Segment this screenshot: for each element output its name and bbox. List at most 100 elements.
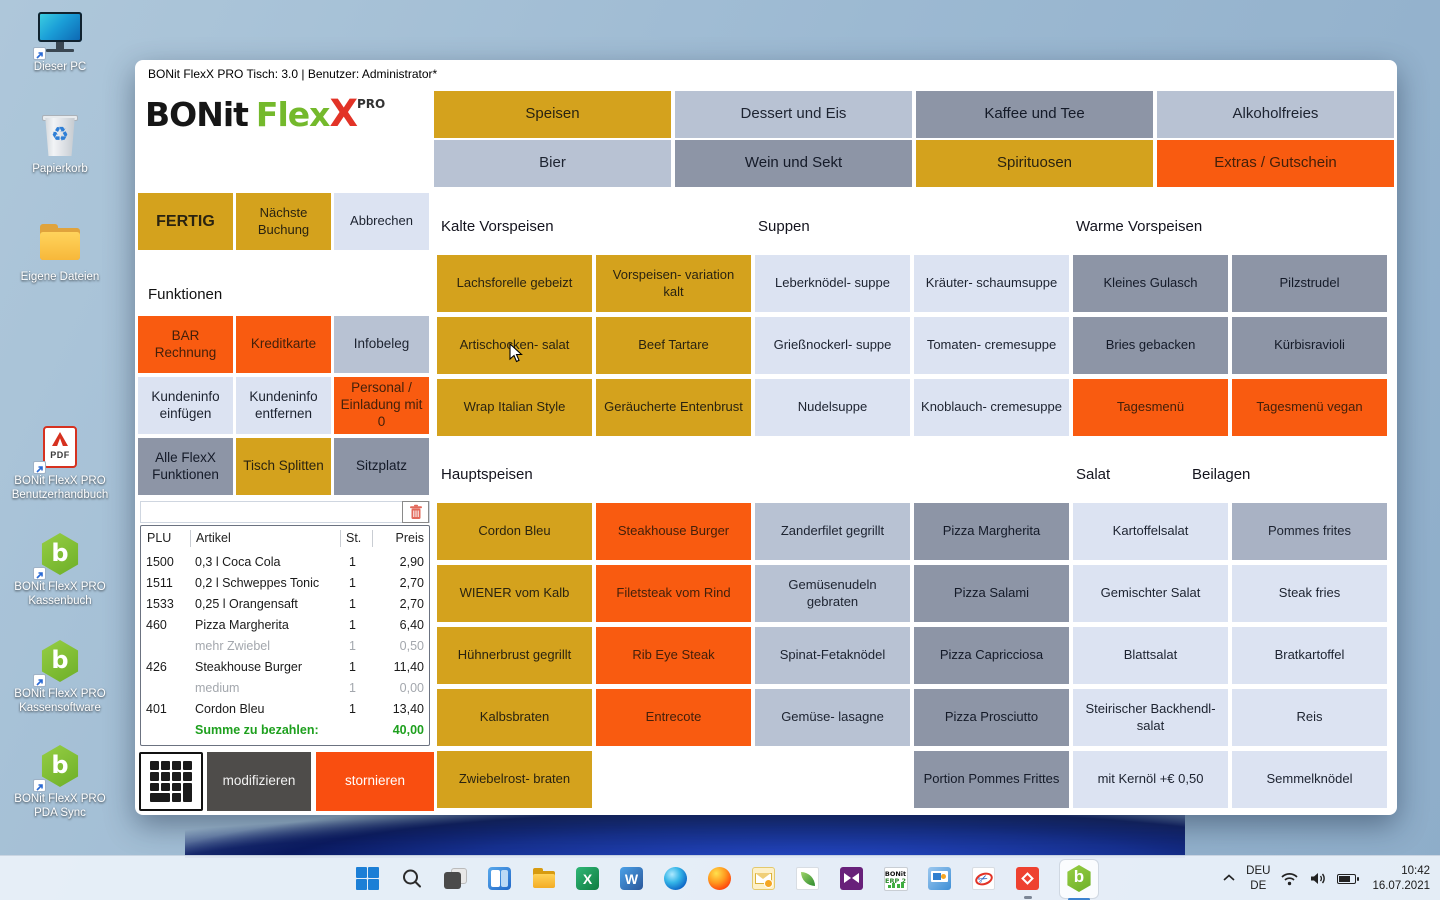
menu-item-button[interactable]: Kürbisravioli — [1232, 317, 1387, 374]
menu-item-button[interactable]: Tomaten- cremesuppe — [914, 317, 1069, 374]
menu-item-button[interactable]: WIENER vom Kalb — [437, 565, 592, 622]
menu-item-button[interactable]: Filetsteak vom Rind — [596, 565, 751, 622]
desktop-icon-kassenbuch[interactable]: b BONit FlexX PRO Kassenbuch — [5, 530, 115, 608]
firefox-button[interactable] — [707, 866, 732, 891]
menu-item-button[interactable]: Gemüsenudeln gebraten — [755, 565, 910, 622]
menu-item-button[interactable]: Wrap Italian Style — [437, 379, 592, 436]
menu-item-button[interactable]: Pommes frites — [1232, 503, 1387, 560]
menu-item-button[interactable]: Tagesmenü — [1073, 379, 1228, 436]
order-input-bar[interactable] — [140, 501, 430, 523]
display-settings-button[interactable] — [927, 866, 952, 891]
kundeninfo-einfuegen-button[interactable]: Kundeninfo einfügen — [138, 377, 233, 434]
outlook-button[interactable] — [751, 866, 776, 891]
infobeleg-button[interactable]: Infobeleg — [334, 316, 429, 373]
order-row[interactable]: 460 Pizza Margherita 1 6,40 — [146, 617, 424, 632]
task-view-button[interactable] — [443, 866, 468, 891]
menu-item-button[interactable]: Portion Pommes Frittes — [914, 751, 1069, 808]
menu-item-button[interactable]: Kleines Gulasch — [1073, 255, 1228, 312]
menu-item-button[interactable]: Grießnockerl- suppe — [755, 317, 910, 374]
menu-item-button[interactable]: Hühnerbrust gegrillt — [437, 627, 592, 684]
menu-item-button[interactable]: Pizza Salami — [914, 565, 1069, 622]
alle-flexx-funktionen-button[interactable]: Alle FlexX Funktionen — [138, 438, 233, 495]
menu-item-button[interactable]: Lachsforelle gebeizt — [437, 255, 592, 312]
desktop-icon-papierkorb[interactable]: ♻ Papierkorb — [5, 112, 115, 177]
menu-item-button[interactable]: Pizza Margherita — [914, 503, 1069, 560]
tab-extras-gutschein[interactable]: Extras / Gutschein — [1157, 140, 1394, 187]
volume-icon[interactable] — [1309, 871, 1327, 886]
language-indicator[interactable]: DEU DE — [1246, 865, 1271, 892]
menu-item-button[interactable]: Rib Eye Steak — [596, 627, 751, 684]
editor-button[interactable] — [795, 866, 820, 891]
menu-item-button[interactable]: Beef Tartare — [596, 317, 751, 374]
order-row[interactable]: 401 Cordon Bleu 1 13,40 — [146, 701, 424, 716]
menu-item-button[interactable]: Reis — [1232, 689, 1387, 746]
tab-spirituosen[interactable]: Spirituosen — [916, 140, 1153, 187]
bonit-erp-button[interactable]: BONit ERP 2 — [883, 866, 908, 891]
file-explorer-button[interactable] — [531, 866, 556, 891]
widgets-button[interactable] — [487, 866, 512, 891]
wifi-icon[interactable] — [1280, 871, 1299, 886]
bonit-flexx-taskbar-button[interactable]: b — [1059, 858, 1099, 900]
menu-item-button[interactable]: Tagesmenü vegan — [1232, 379, 1387, 436]
order-row-modifier[interactable]: mehr Zwiebel 1 0,50 — [195, 638, 424, 653]
tab-kaffee-und-tee[interactable]: Kaffee und Tee — [916, 91, 1153, 138]
menu-item-button[interactable]: Steak fries — [1232, 565, 1387, 622]
menu-item-button[interactable]: Zwiebelrost- braten — [437, 751, 592, 808]
sitzplatz-button[interactable]: Sitzplatz — [334, 438, 429, 495]
tab-wein-und-sekt[interactable]: Wein und Sekt — [675, 140, 912, 187]
kreditkarte-button[interactable]: Kreditkarte — [236, 316, 331, 373]
menu-item-button[interactable]: Bries gebacken — [1073, 317, 1228, 374]
desktop-icon-benutzerhandbuch[interactable]: PDF BONit FlexX PRO Benutzerhandbuch — [5, 424, 115, 502]
menu-item-button[interactable]: Steakhouse Burger — [596, 503, 751, 560]
menu-item-button[interactable]: Spinat-Fetaknödel — [755, 627, 910, 684]
clock[interactable]: 10:42 16.07.2021 — [1372, 864, 1430, 894]
menu-item-button[interactable]: Kartoffelsalat — [1073, 503, 1228, 560]
desktop-icon-kassensoftware[interactable]: b BONit FlexX PRO Kassensoftware — [5, 637, 115, 715]
menu-item-button[interactable]: Gemischter Salat — [1073, 565, 1228, 622]
tab-speisen[interactable]: Speisen — [434, 91, 671, 138]
tab-dessert-und-eis[interactable]: Dessert und Eis — [675, 91, 912, 138]
menu-item-button[interactable]: Semmelknödel — [1232, 751, 1387, 808]
desktop-icon-pda-sync[interactable]: b BONit FlexX PRO PDA Sync — [5, 742, 115, 820]
menu-item-button[interactable]: mit Kernöl +€ 0,50 — [1073, 751, 1228, 808]
order-row[interactable]: 426 Steakhouse Burger 1 11,40 — [146, 659, 424, 674]
menu-item-button[interactable]: Artischocken- salat — [437, 317, 592, 374]
menu-item-button[interactable]: Knoblauch- cremesuppe — [914, 379, 1069, 436]
modifizieren-button[interactable]: modifizieren — [207, 752, 311, 811]
tab-bier[interactable]: Bier — [434, 140, 671, 187]
keypad-button[interactable] — [139, 752, 203, 811]
battery-icon[interactable] — [1337, 873, 1360, 884]
kundeninfo-entfernen-button[interactable]: Kundeninfo entfernen — [236, 377, 331, 434]
naechste-buchung-button[interactable]: Nächste Buchung — [236, 193, 331, 250]
menu-item-button[interactable]: Pizza Capricciosa — [914, 627, 1069, 684]
tray-expand-button[interactable] — [1222, 871, 1236, 886]
delete-item-button[interactable] — [402, 501, 429, 523]
menu-item-button[interactable]: Geräucherte Entenbrust — [596, 379, 751, 436]
edge-button[interactable] — [663, 866, 688, 891]
order-row[interactable]: 1511 0,2 l Schweppes Tonic 1 2,70 — [146, 575, 424, 590]
order-row[interactable]: 1533 0,25 l Orangensaft 1 2,70 — [146, 596, 424, 611]
start-button[interactable] — [355, 866, 380, 891]
menu-item-button[interactable]: Leberknödel- suppe — [755, 255, 910, 312]
excel-button[interactable]: X — [575, 866, 600, 891]
menu-item-button[interactable]: Entrecote — [596, 689, 751, 746]
desktop-icon-eigene-dateien[interactable]: Eigene Dateien — [5, 220, 115, 285]
menu-item-button[interactable]: Pizza Prosciutto — [914, 689, 1069, 746]
bar-rechnung-button[interactable]: BAR Rechnung — [138, 316, 233, 373]
menu-item-button[interactable]: Kalbsbraten — [437, 689, 592, 746]
fertig-button[interactable]: FERTIG — [138, 193, 233, 250]
menu-item-button[interactable]: Nudelsuppe — [755, 379, 910, 436]
menu-item-button[interactable]: Zanderfilet gegrillt — [755, 503, 910, 560]
order-row-modifier[interactable]: medium 1 0,00 — [195, 680, 424, 695]
desktop-icon-dieser-pc[interactable]: Dieser PC — [5, 10, 115, 75]
menu-item-button[interactable]: Kräuter- schaumsuppe — [914, 255, 1069, 312]
menu-item-button[interactable]: Cordon Bleu — [437, 503, 592, 560]
order-row[interactable]: 1500 0,3 l Coca Cola 1 2,90 — [146, 554, 424, 569]
menu-item-button[interactable]: Steirischer Backhendl- salat — [1073, 689, 1228, 746]
personal-einladung-button[interactable]: Personal / Einladung mit 0 — [334, 377, 429, 434]
menu-item-button[interactable]: Bratkartoffel — [1232, 627, 1387, 684]
snipping-tool-button[interactable]: ✂ — [971, 866, 996, 891]
stornieren-button[interactable]: stornieren — [316, 752, 434, 811]
abbrechen-button[interactable]: Abbrechen — [334, 193, 429, 250]
menu-item-button[interactable]: Pilzstrudel — [1232, 255, 1387, 312]
